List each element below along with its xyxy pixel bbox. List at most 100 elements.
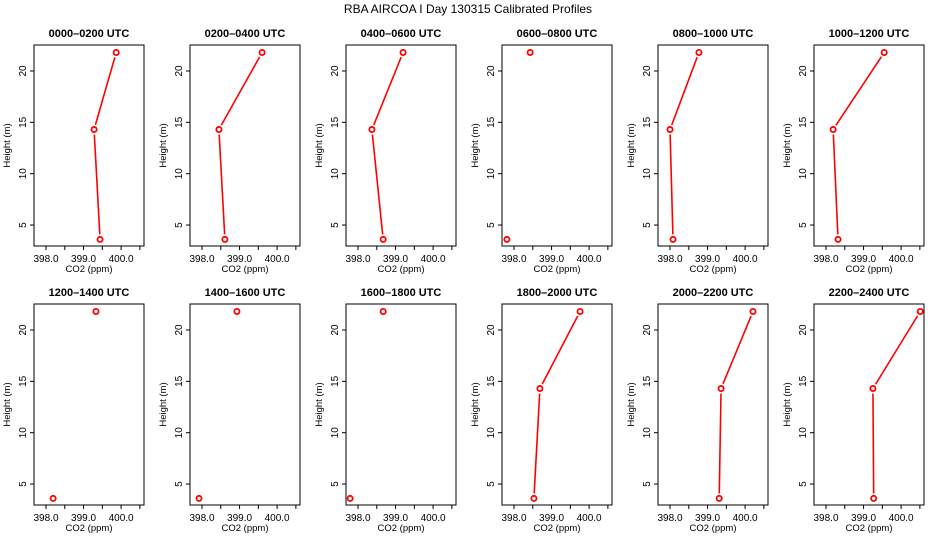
profile-segment	[533, 393, 541, 494]
y-tick-label: 10	[642, 168, 653, 180]
y-tick-label: 15	[174, 375, 185, 387]
profile-segment	[872, 393, 875, 494]
data-point	[258, 48, 266, 56]
y-tick-label: 5	[174, 481, 185, 487]
y-axis-label: Height (m)	[470, 382, 481, 426]
profile-segment	[218, 134, 226, 235]
x-tick-label: 398.0	[189, 254, 214, 265]
x-tick-label: 398.0	[657, 513, 682, 524]
x-tick-label: 399.0	[383, 513, 408, 524]
data-point	[576, 307, 584, 315]
data-point	[916, 307, 924, 315]
y-tick-label: 20	[174, 65, 185, 77]
x-tick-label: 400.0	[265, 254, 290, 265]
plot-frame	[345, 303, 457, 506]
y-tick-label: 20	[330, 65, 341, 77]
x-tick-label: 398.0	[657, 254, 682, 265]
y-tick-label: 10	[486, 168, 497, 180]
profile-segment	[874, 315, 919, 385]
x-tick-label: 398.0	[813, 254, 838, 265]
y-tick-label: 10	[330, 168, 341, 180]
y-tick-label: 5	[174, 222, 185, 228]
y-tick-label: 10	[18, 168, 29, 180]
panel-title: 0800–1000 UTC	[673, 28, 754, 40]
x-tick-label: 399.0	[383, 254, 408, 265]
panel-title: 1000–1200 UTC	[829, 28, 910, 40]
data-point	[112, 48, 120, 56]
plot-frame	[33, 303, 145, 506]
y-axis-label: Height (m)	[158, 382, 169, 426]
y-axis-label: Height (m)	[470, 123, 481, 167]
profile-segment	[671, 56, 698, 126]
x-axis-label: CO2 (ppm)	[66, 523, 113, 534]
x-tick-label: 400.0	[577, 254, 602, 265]
y-tick-label: 5	[642, 222, 653, 228]
profile-segment	[541, 315, 579, 385]
plot-frame	[345, 44, 457, 247]
y-tick-label: 15	[798, 116, 809, 128]
y-tick-label: 20	[798, 324, 809, 336]
data-point	[399, 48, 407, 56]
y-axis-label: Height (m)	[2, 382, 13, 426]
plot-frame	[33, 44, 145, 247]
x-axis-label: CO2 (ppm)	[534, 264, 581, 275]
y-axis-label: Height (m)	[782, 382, 793, 426]
x-axis-label: CO2 (ppm)	[378, 523, 425, 534]
data-point	[90, 126, 98, 134]
y-tick-label: 10	[330, 427, 341, 439]
x-tick-label: 399.0	[539, 254, 564, 265]
x-tick-label: 399.0	[695, 513, 720, 524]
y-tick-label: 20	[18, 324, 29, 336]
x-axis-label: CO2 (ppm)	[66, 264, 113, 275]
x-tick-label: 399.0	[71, 254, 96, 265]
x-axis-label: CO2 (ppm)	[846, 264, 893, 275]
panel-title: 1800–2000 UTC	[517, 287, 598, 299]
x-tick-label: 399.0	[851, 513, 876, 524]
data-point	[368, 126, 376, 134]
plot-frame	[657, 303, 769, 506]
data-point	[695, 48, 703, 56]
y-tick-label: 5	[798, 481, 809, 487]
y-tick-label: 10	[798, 427, 809, 439]
y-axis-label: Height (m)	[626, 123, 637, 167]
x-tick-label: 400.0	[421, 254, 446, 265]
y-tick-label: 20	[486, 324, 497, 336]
panel-title: 2200–2400 UTC	[829, 287, 910, 299]
x-tick-label: 399.0	[227, 254, 252, 265]
y-tick-label: 20	[486, 65, 497, 77]
profile-segment	[220, 56, 261, 126]
data-point	[829, 126, 837, 134]
x-axis-label: CO2 (ppm)	[534, 523, 581, 534]
y-tick-label: 5	[798, 222, 809, 228]
y-tick-label: 20	[330, 324, 341, 336]
panel-title: 0400–0600 UTC	[361, 28, 442, 40]
y-tick-label: 10	[174, 427, 185, 439]
plot-frame	[501, 303, 613, 506]
plot-frame	[189, 303, 301, 506]
y-axis-label: Height (m)	[782, 123, 793, 167]
profile-segment	[718, 393, 722, 494]
y-tick-label: 5	[330, 222, 341, 228]
y-tick-label: 5	[486, 481, 497, 487]
data-point	[526, 48, 534, 56]
y-tick-label: 10	[486, 427, 497, 439]
y-tick-label: 20	[798, 65, 809, 77]
x-axis-label: CO2 (ppm)	[846, 523, 893, 534]
y-tick-label: 15	[486, 375, 497, 387]
x-tick-label: 398.0	[345, 254, 370, 265]
y-axis-label: Height (m)	[2, 123, 13, 167]
x-tick-label: 399.0	[851, 254, 876, 265]
profile-segment	[722, 315, 752, 385]
panel-title: 1400–1600 UTC	[205, 287, 286, 299]
x-tick-label: 398.0	[33, 254, 58, 265]
data-point	[666, 126, 674, 134]
x-tick-label: 399.0	[71, 513, 96, 524]
y-tick-label: 15	[798, 375, 809, 387]
data-point	[503, 235, 511, 243]
y-tick-label: 15	[18, 116, 29, 128]
